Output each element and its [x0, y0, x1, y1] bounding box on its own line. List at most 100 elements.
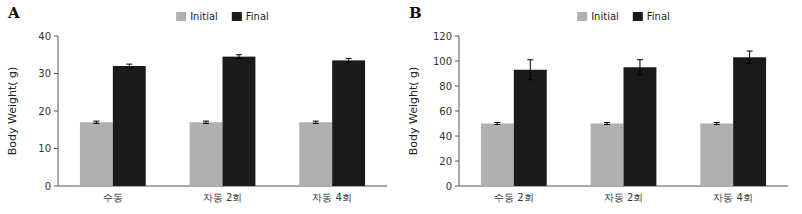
- error-cap: [604, 122, 610, 123]
- error-cap: [126, 67, 132, 68]
- legend-item: Final: [633, 11, 670, 22]
- y-tick-label: 40: [38, 31, 51, 42]
- error-cap: [203, 123, 209, 124]
- bar: [190, 122, 223, 186]
- y-tick-label: 10: [38, 143, 51, 154]
- y-tick-label: 0: [45, 181, 51, 192]
- legend-swatch: [633, 12, 643, 21]
- error-bar: [714, 123, 720, 125]
- error-bar: [126, 64, 132, 68]
- y-axis-label: Body Weight( g): [6, 67, 19, 156]
- bar: [113, 66, 146, 186]
- y-tick: [54, 111, 58, 112]
- error-cap: [203, 121, 209, 122]
- error-cap: [126, 64, 132, 65]
- panel: 020406080100120Body Weight( g)B수동 2회자동 2…: [407, 4, 788, 203]
- error-line: [749, 51, 750, 64]
- y-tick: [455, 136, 459, 137]
- legend-label: Initial: [190, 11, 218, 22]
- error-cap: [527, 79, 533, 80]
- error-line: [530, 60, 531, 80]
- legend-label: Final: [647, 11, 670, 22]
- error-cap: [637, 74, 643, 75]
- error-bar: [494, 123, 500, 125]
- legend-swatch: [577, 12, 587, 21]
- x-tick-label: 자동 2회: [604, 192, 644, 203]
- bar: [332, 60, 365, 186]
- error-cap: [637, 59, 643, 60]
- error-cap: [346, 58, 352, 59]
- error-cap: [527, 59, 533, 60]
- legend-item: Initial: [577, 11, 619, 22]
- y-tick: [455, 161, 459, 162]
- y-axis: [459, 36, 460, 186]
- error-line: [129, 64, 130, 68]
- bar: [481, 124, 514, 187]
- error-bar: [93, 121, 99, 123]
- chart-root: 010203040Body Weight( g)A수동자동 2회자동 4회Ini…: [0, 0, 802, 214]
- y-tick: [54, 73, 58, 74]
- error-line: [238, 55, 239, 59]
- error-cap: [236, 58, 242, 59]
- error-bar: [747, 51, 753, 64]
- error-line: [639, 60, 640, 75]
- y-axis-label: Body Weight( g): [407, 67, 420, 156]
- y-tick: [54, 36, 58, 37]
- legend-label: Initial: [591, 11, 619, 22]
- error-bar: [236, 55, 242, 59]
- y-tick-label: 20: [38, 106, 51, 117]
- legend: Initial Final: [577, 11, 670, 22]
- error-cap: [313, 121, 319, 122]
- bar: [624, 67, 657, 186]
- bar: [223, 57, 256, 186]
- legend-item: Initial: [176, 11, 218, 22]
- error-cap: [93, 123, 99, 124]
- bar: [299, 122, 332, 186]
- error-bar: [203, 121, 209, 123]
- legend-label: Final: [246, 11, 269, 22]
- error-cap: [714, 122, 720, 123]
- x-tick-label: 수동: [103, 192, 123, 203]
- error-cap: [604, 124, 610, 125]
- bar: [700, 124, 733, 187]
- bar: [591, 124, 624, 187]
- legend: Initial Final: [176, 11, 269, 22]
- y-tick: [54, 186, 58, 187]
- y-tick-label: 0: [446, 181, 452, 192]
- plot-area: [481, 51, 766, 186]
- panel-title: B: [409, 4, 422, 22]
- error-cap: [747, 63, 753, 64]
- error-cap: [494, 122, 500, 123]
- error-bar: [637, 60, 643, 75]
- bar: [80, 122, 113, 186]
- legend-swatch: [176, 12, 186, 21]
- y-tick: [455, 186, 459, 187]
- plot-area: [80, 55, 365, 186]
- y-tick-label: 60: [439, 106, 452, 117]
- bar: [514, 70, 547, 186]
- x-tick-label: 자동 4회: [312, 192, 352, 203]
- y-tick-label: 80: [439, 81, 452, 92]
- error-bar: [346, 59, 352, 63]
- error-bar: [313, 121, 319, 123]
- error-line: [348, 59, 349, 63]
- y-tick: [455, 111, 459, 112]
- y-tick-label: 30: [38, 68, 51, 79]
- error-bar: [604, 123, 610, 125]
- bar: [733, 57, 766, 186]
- x-tick-label: 자동 2회: [203, 192, 243, 203]
- legend-item: Final: [232, 11, 269, 22]
- error-cap: [313, 123, 319, 124]
- panel: 010203040Body Weight( g)A수동자동 2회자동 4회Ini…: [6, 4, 387, 203]
- y-axis: [58, 36, 59, 186]
- error-cap: [747, 51, 753, 52]
- y-tick: [455, 61, 459, 62]
- x-tick-label: 자동 4회: [713, 192, 753, 203]
- x-tick-label: 수동 2회: [494, 192, 534, 203]
- y-tick-label: 120: [433, 31, 452, 42]
- error-cap: [494, 124, 500, 125]
- error-bar: [527, 60, 533, 80]
- error-cap: [236, 54, 242, 55]
- y-tick: [455, 86, 459, 87]
- error-cap: [346, 62, 352, 63]
